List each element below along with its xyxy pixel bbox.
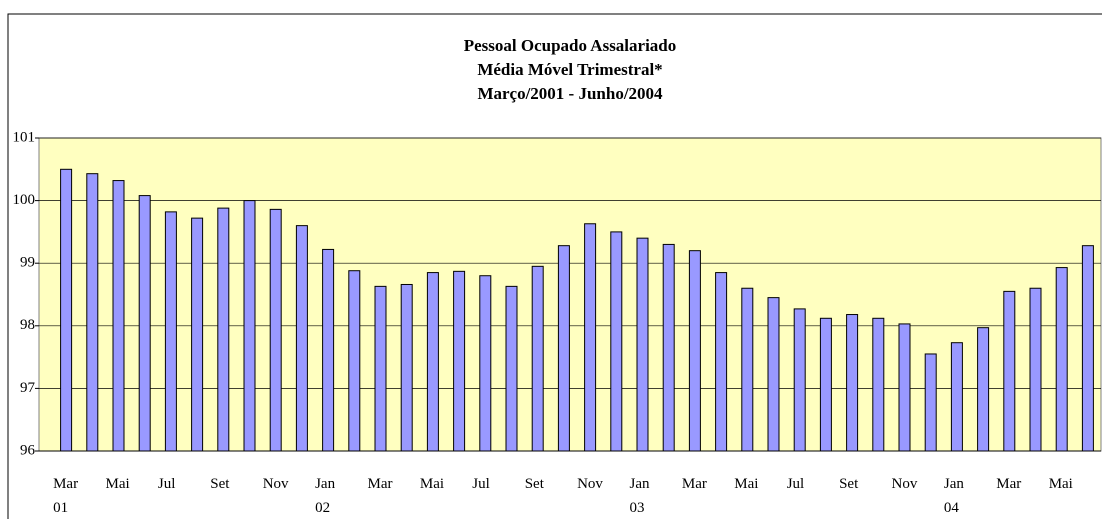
bar (924, 353, 937, 452)
bar (741, 287, 754, 452)
x-tick-label: Mar (681, 476, 707, 492)
y-tick-label: 100 (13, 192, 36, 208)
x-tick-label: Mai (734, 476, 759, 492)
bar (610, 231, 623, 452)
bar (662, 243, 675, 452)
bar (636, 237, 649, 452)
bar (977, 327, 990, 452)
bar (872, 317, 885, 452)
bar (60, 168, 73, 452)
x-tick-label: Set (524, 476, 544, 492)
bar (426, 272, 439, 452)
y-tick-label: 97 (20, 380, 36, 396)
bar (112, 180, 125, 452)
x-tick-label: Jul (786, 476, 805, 492)
x-tick-label: Mai (105, 476, 130, 492)
x-tick-label: Mar (996, 476, 1022, 492)
bar (138, 195, 151, 452)
bar (453, 270, 466, 452)
bar (374, 285, 387, 452)
x-tick-label: Set (210, 476, 230, 492)
bar (846, 314, 859, 452)
bar (86, 173, 99, 452)
x-tick-label: Nov (577, 476, 603, 492)
bar (295, 225, 308, 452)
y-tick-label: 98 (20, 317, 35, 333)
bar (584, 223, 597, 452)
y-tick-label: 96 (20, 442, 36, 458)
bar (819, 317, 832, 452)
y-tick-label: 99 (20, 255, 35, 271)
bar (898, 323, 911, 452)
chart-title: Pessoal Ocupado Assalariado (464, 36, 677, 55)
bar (269, 208, 282, 452)
bar (950, 342, 963, 452)
x-tick-label: Set (839, 476, 859, 492)
bar (217, 207, 230, 452)
x-tick-label: Jul (157, 476, 176, 492)
bar (348, 270, 361, 452)
x-tick-label: Nov (891, 476, 918, 492)
bar (191, 217, 204, 452)
x-tick-label: Mar (367, 476, 393, 492)
bar (1081, 245, 1094, 452)
bar (243, 200, 256, 452)
bar (1055, 267, 1068, 452)
x-tick-label: Mar 01 (53, 476, 79, 516)
bar (531, 265, 544, 452)
bar (557, 245, 570, 452)
bar (322, 248, 335, 452)
chart-title: Março/2001 - Junho/2004 (477, 84, 663, 103)
x-tick-label: Mai (1048, 476, 1073, 492)
x-tick-label: Mai (419, 476, 445, 492)
bar (1003, 290, 1016, 452)
x-tick-label: Jul (472, 476, 490, 492)
bar (688, 250, 701, 452)
x-tick-label: Jan 04 (943, 476, 964, 516)
x-tick-label: Nov (262, 476, 289, 492)
x-tick-label: Jan 02 (315, 476, 336, 516)
plot-area (38, 137, 1102, 452)
y-tick-label: 101 (13, 129, 36, 145)
bar (715, 272, 728, 452)
chart-title: Média Móvel Trimestral* (477, 60, 662, 79)
x-tick-label: Jan 03 (629, 476, 650, 516)
bar (1029, 287, 1042, 452)
bar (505, 285, 518, 452)
bar (479, 275, 492, 452)
bar (767, 297, 780, 452)
bar (400, 283, 413, 452)
bar (164, 211, 177, 452)
bar (793, 308, 806, 452)
